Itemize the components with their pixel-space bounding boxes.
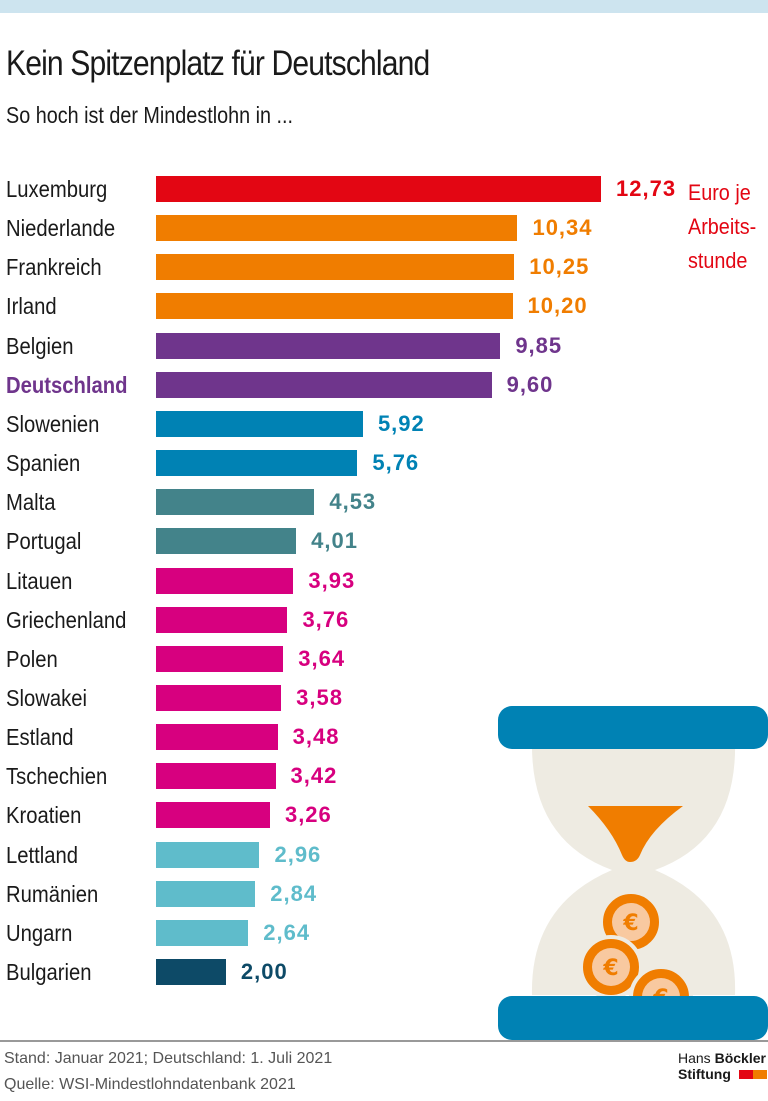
bar: [156, 254, 515, 281]
bar: [156, 567, 294, 594]
footer-divider: [0, 1040, 768, 1042]
bar: [156, 959, 226, 985]
bar: [156, 410, 363, 437]
bar: [156, 176, 601, 202]
bar: [156, 293, 513, 320]
value-label: 10,20: [527, 293, 588, 319]
value-label: 4,53: [329, 489, 377, 515]
footer-stand: Stand: Januar 2021; Deutschland: 1. Juli…: [4, 1050, 333, 1067]
bar: [156, 724, 278, 751]
category-label: Spanien: [6, 450, 81, 477]
category-label: Portugal: [6, 528, 82, 555]
logo-text: Hans: [678, 1050, 715, 1066]
value-label: 3,26: [284, 802, 332, 828]
svg-text:€: €: [602, 956, 618, 981]
chart-subtitle: So hoch ist der Mindestlohn in ...: [6, 102, 293, 128]
bar: [156, 684, 282, 711]
bar: [156, 371, 492, 398]
category-label: Luxemburg: [6, 176, 108, 202]
value-label: 3,64: [298, 645, 346, 671]
value-label: 3,93: [308, 567, 356, 593]
hans-boeckler-logo: Hans Böckler Stiftung: [678, 1050, 767, 1082]
unit-line: Arbeits-: [688, 214, 757, 239]
logo-text: Böckler: [714, 1050, 766, 1066]
bar: [156, 645, 284, 672]
top-band: [0, 0, 768, 13]
value-label: 3,42: [290, 763, 338, 789]
hourglass-bottom: [498, 996, 768, 1040]
category-label: Lettland: [6, 841, 79, 868]
category-label: Irland: [6, 293, 57, 320]
category-label: Bulgarien: [6, 959, 92, 985]
chart-title: Kein Spitzenplatz für Deutschland: [6, 44, 430, 83]
value-label: 2,84: [270, 880, 318, 906]
value-label: 3,58: [296, 684, 343, 710]
logo-red-mark: [738, 1070, 753, 1079]
bar: [156, 215, 518, 242]
bar: [156, 606, 288, 633]
value-label: 12,73: [616, 176, 677, 201]
value-label: 10,34: [532, 215, 593, 241]
category-label: Tschechien: [6, 763, 108, 790]
unit-line: Euro je: [688, 180, 751, 205]
bar: [156, 880, 256, 907]
value-label: 2,96: [274, 841, 322, 867]
category-label: Slowakei: [6, 684, 88, 711]
bar: [156, 450, 358, 477]
logo-orange-mark: [752, 1070, 767, 1079]
category-label: Litauen: [6, 567, 73, 594]
category-label: Griechenland: [6, 606, 127, 633]
category-label: Estland: [6, 724, 74, 751]
category-label: Ungarn: [6, 919, 73, 946]
value-label: 3,76: [302, 606, 350, 632]
category-label: Frankreich: [6, 254, 102, 281]
bar: [156, 919, 249, 946]
value-label: 4,01: [311, 528, 358, 554]
bar: [156, 332, 501, 359]
value-label: 5,76: [372, 450, 420, 476]
footer-source: Quelle: WSI-Mindestlohndatenbank 2021: [4, 1076, 296, 1093]
category-label: Niederlande: [6, 215, 116, 242]
value-label: 3,48: [292, 724, 340, 750]
logo-text: Stiftung: [678, 1066, 731, 1082]
value-label: 2,00: [240, 959, 288, 984]
value-label: 10,25: [529, 254, 590, 280]
bar: [156, 802, 270, 829]
category-label: Malta: [6, 489, 56, 516]
bar: [156, 528, 297, 555]
unit-label: Euro je Arbeits- stunde: [688, 176, 756, 278]
category-label: Polen: [6, 645, 58, 672]
category-label: Deutschland: [6, 371, 128, 398]
bar: [156, 489, 315, 516]
category-label: Belgien: [6, 332, 74, 359]
svg-text:€: €: [622, 911, 638, 936]
hourglass-with-euro-coins-icon: € € €: [498, 706, 768, 1040]
value-label: 2,64: [263, 919, 311, 945]
bar: [156, 763, 276, 790]
bar: [156, 841, 260, 868]
value-label: 5,92: [377, 410, 425, 436]
category-label: Slowenien: [6, 410, 100, 437]
value-label: 9,85: [515, 332, 563, 358]
unit-line: stunde: [688, 248, 748, 273]
value-label: 9,60: [506, 371, 554, 397]
category-label: Rumänien: [6, 880, 99, 907]
category-label: Kroatien: [6, 802, 82, 829]
hourglass-top: [498, 706, 768, 749]
